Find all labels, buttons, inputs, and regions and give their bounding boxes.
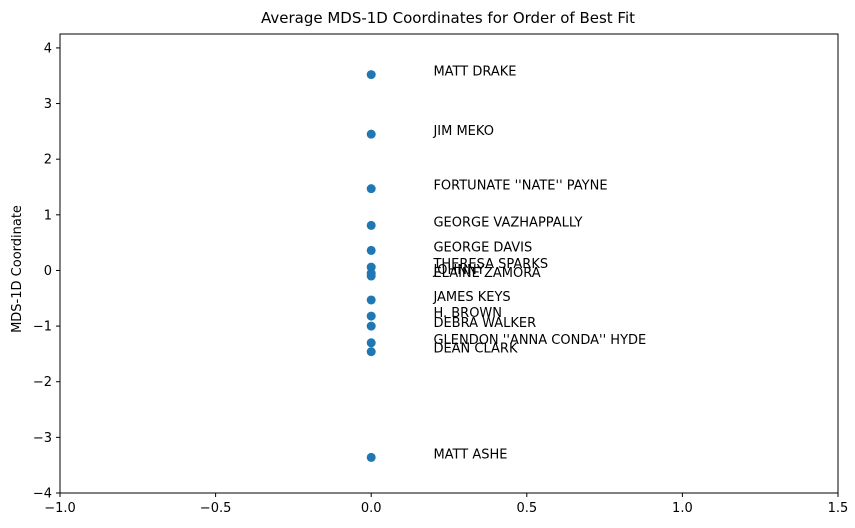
data-point: [366, 271, 376, 281]
point-label: THERESA SPARKS: [432, 257, 548, 272]
y-tick-label: 0: [44, 264, 52, 279]
y-axis-label: MDS-1D Coordinate: [10, 205, 25, 333]
y-tick-label: 1: [44, 208, 52, 223]
y-tick-label: 2: [44, 153, 52, 168]
point-label: DEBRA WALKER: [433, 316, 536, 331]
x-tick-label: 1.0: [672, 501, 693, 516]
data-points: [366, 70, 376, 462]
data-point: [366, 347, 376, 357]
x-tick-label: 0.5: [516, 501, 537, 516]
data-point: [366, 220, 376, 230]
point-label: GEORGE DAVIS: [433, 240, 532, 255]
data-point: [366, 452, 376, 462]
x-tick-label: −1.0: [44, 501, 76, 516]
axis-ticks: −1.0 −0.5 0.0 0.5 1.0 1.5 −4 −3 −2 −1 0 1 2 3 4: [33, 41, 849, 516]
data-point: [366, 70, 376, 80]
plot-area-frame: [59, 33, 839, 494]
point-label: FORTUNATE ''NATE'' PAYNE: [433, 179, 607, 194]
y-tick-label: −4: [33, 487, 52, 502]
point-label: JAMES KEYS: [432, 290, 510, 305]
data-point: [366, 295, 376, 305]
y-tick-label: −2: [33, 375, 52, 390]
y-tick-label: 4: [44, 41, 52, 56]
point-label: JIM MEKO: [432, 124, 494, 139]
x-tick-label: −0.5: [200, 501, 232, 516]
point-label: JOHNNY: [432, 263, 484, 278]
x-tick-label: 0.0: [361, 501, 382, 516]
point-label: MATT DRAKE: [433, 65, 516, 80]
point-label: GEORGE VAZHAPPALLY: [433, 215, 582, 230]
data-point: [366, 184, 376, 194]
point-labels: MATT DRAKE JIM MEKO FORTUNATE ''NATE'' PAY…: [432, 65, 646, 463]
y-tick-label: −1: [33, 320, 52, 335]
x-tick-label: 1.5: [828, 501, 849, 516]
point-label: DEAN CLARK: [433, 342, 518, 357]
chart-title: Average MDS-1D Coordinates for Order of …: [261, 9, 635, 27]
y-tick-label: −3: [33, 431, 52, 446]
point-label: GLENDON ''ANNA CONDA'' HYDE: [433, 333, 646, 348]
y-tick-label: 3: [44, 97, 52, 112]
data-point: [366, 321, 376, 331]
data-point: [366, 338, 376, 348]
point-label: H. BROWN: [433, 306, 502, 321]
point-label: MATT ASHE: [433, 447, 507, 462]
point-label: ELAINE ZAMORA: [433, 266, 540, 281]
data-point: [366, 245, 376, 255]
data-point: [366, 311, 376, 321]
data-point: [366, 129, 376, 139]
